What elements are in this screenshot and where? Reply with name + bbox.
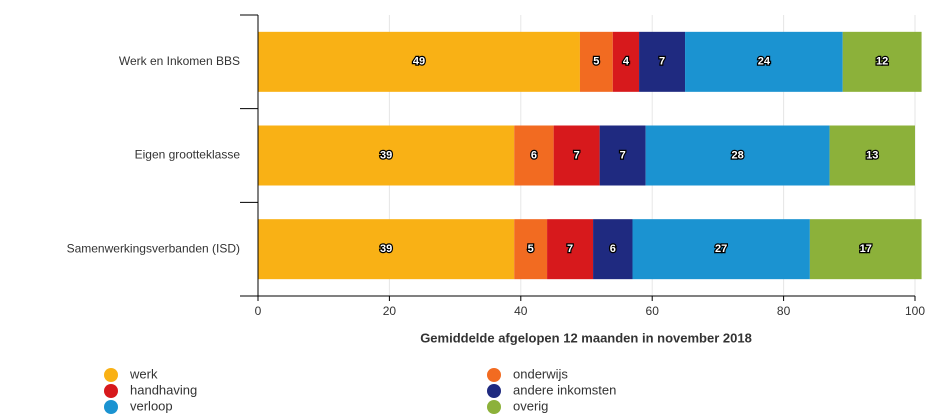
legend-label: verloop xyxy=(130,398,173,413)
data-label: 12 xyxy=(876,56,888,68)
data-label: 39 xyxy=(380,243,392,255)
bar-segment xyxy=(685,31,843,92)
data-label: 7 xyxy=(620,149,626,161)
bar-segment xyxy=(645,125,830,186)
data-label: 7 xyxy=(659,56,665,68)
data-label: 7 xyxy=(574,149,580,161)
bar-segment xyxy=(632,219,810,280)
data-label: 6 xyxy=(610,243,616,255)
legend-swatch xyxy=(487,400,501,414)
x-tick-label: 0 xyxy=(255,304,262,318)
data-label: 17 xyxy=(860,243,872,255)
legend-label: overig xyxy=(513,398,548,413)
legend-label: andere inkomsten xyxy=(513,382,616,397)
y-tick-label: Eigen grootteklasse xyxy=(135,148,241,162)
bar-segment xyxy=(258,31,580,92)
x-tick-label: 100 xyxy=(905,304,925,318)
x-tick-label: 20 xyxy=(383,304,397,318)
bar-segment xyxy=(547,219,594,280)
x-axis-label: Gemiddelde afgelopen 12 maanden in novem… xyxy=(420,330,752,345)
data-label: 13 xyxy=(866,149,878,161)
legend-swatch xyxy=(487,384,501,398)
data-label: 5 xyxy=(593,56,599,68)
x-tick-label: 80 xyxy=(777,304,791,318)
legend-label: werk xyxy=(129,366,158,381)
bar-segment xyxy=(842,31,922,92)
bar-segment xyxy=(514,219,548,280)
bar-segment xyxy=(809,219,922,280)
data-label: 49 xyxy=(413,56,425,68)
y-tick-label: Werk en Inkomen BBS xyxy=(119,54,240,68)
bar-segment xyxy=(514,125,554,186)
data-label: 6 xyxy=(531,149,537,161)
bar-segment xyxy=(579,31,613,92)
bar-segment xyxy=(553,125,600,186)
legend-swatch xyxy=(104,384,118,398)
y-tick-label: Samenwerkingsverbanden (ISD) xyxy=(67,241,240,255)
data-label: 5 xyxy=(528,243,534,255)
legend-label: onderwijs xyxy=(513,366,568,381)
bar-segment xyxy=(829,125,915,186)
x-tick-label: 40 xyxy=(514,304,528,318)
bar-segment xyxy=(639,31,686,92)
bar-segment xyxy=(599,125,646,186)
bar-segment xyxy=(593,219,633,280)
bar-segment xyxy=(258,219,515,280)
data-label: 28 xyxy=(731,149,743,161)
data-label: 24 xyxy=(758,56,771,68)
legend-swatch xyxy=(104,368,118,382)
bar-segment xyxy=(258,125,515,186)
legend-swatch xyxy=(104,400,118,414)
bar-segment xyxy=(612,31,640,92)
x-tick-label: 60 xyxy=(646,304,660,318)
data-label: 27 xyxy=(715,243,727,255)
legend-swatch xyxy=(487,368,501,382)
legend-label: handhaving xyxy=(130,382,197,397)
data-label: 7 xyxy=(567,243,573,255)
data-label: 39 xyxy=(380,149,392,161)
data-label: 4 xyxy=(623,56,630,68)
